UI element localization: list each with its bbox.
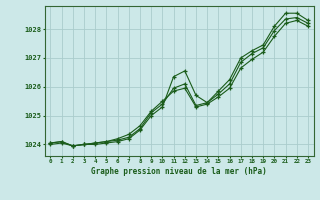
X-axis label: Graphe pression niveau de la mer (hPa): Graphe pression niveau de la mer (hPa): [91, 167, 267, 176]
